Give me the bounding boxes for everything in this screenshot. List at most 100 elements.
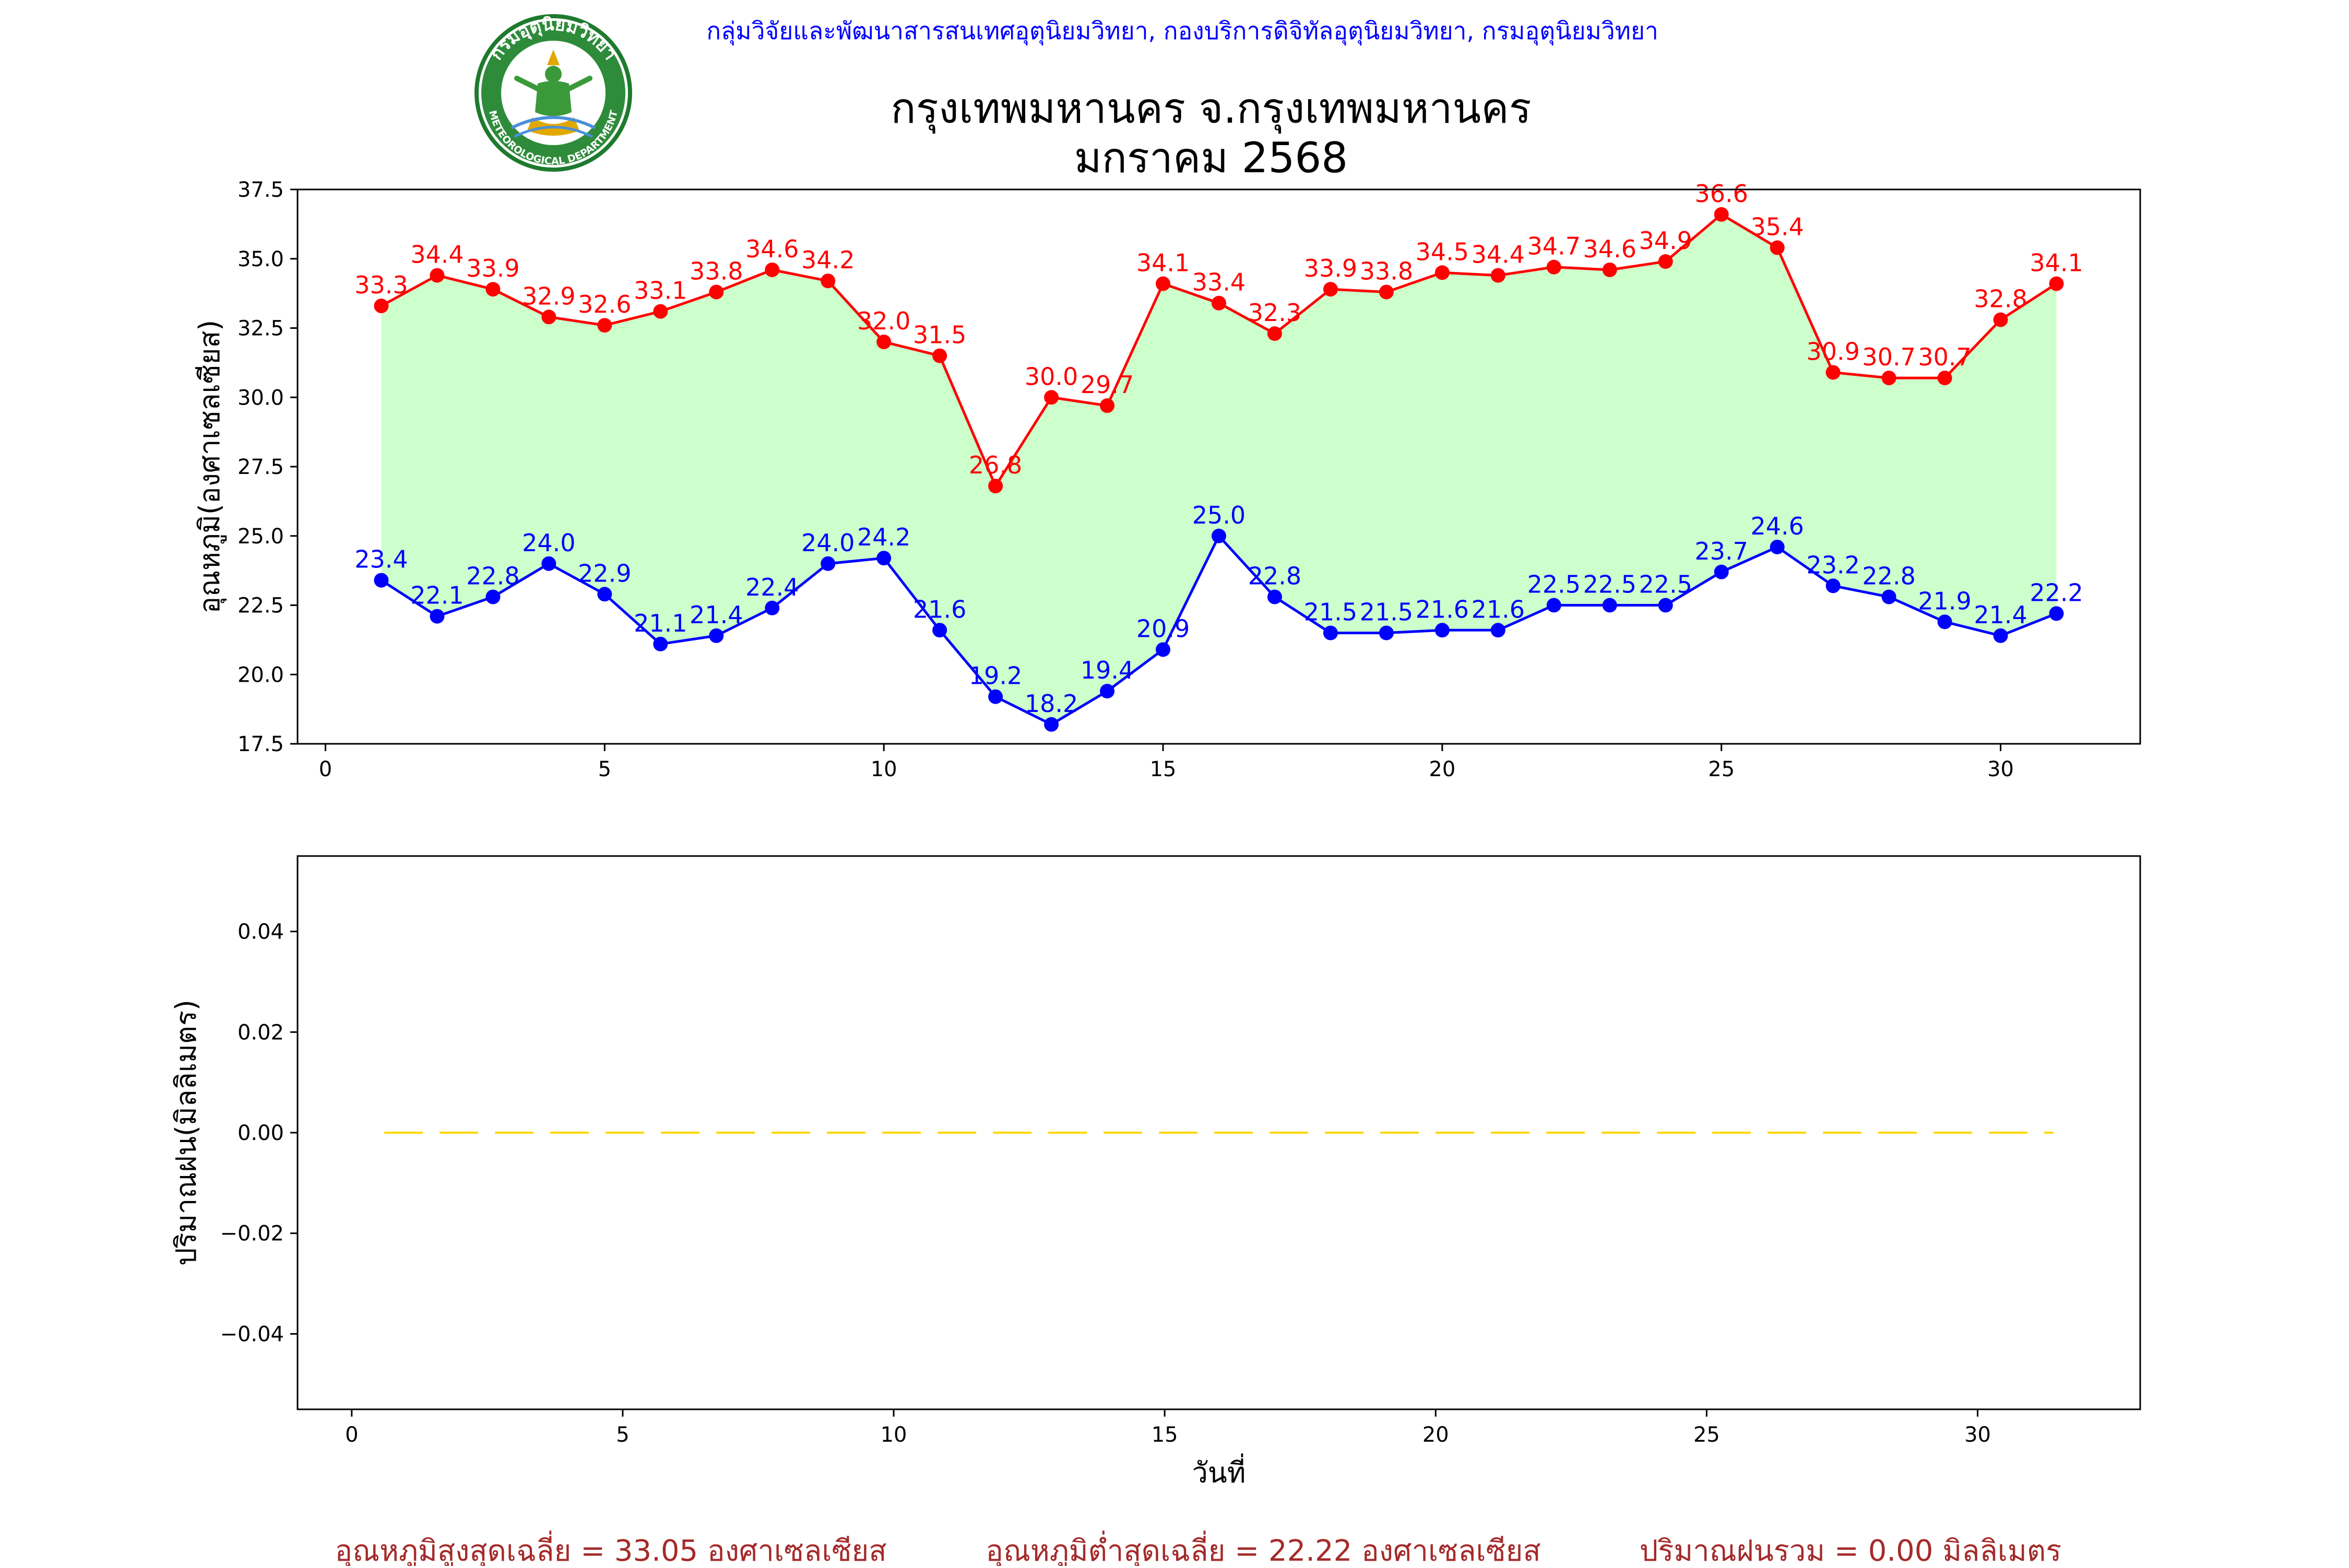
- max-temp-label-19: 33.8: [1360, 257, 1413, 285]
- x-tick-label-10: 10: [881, 1423, 907, 1447]
- x-tick-label-10: 10: [871, 757, 897, 781]
- min-temp-point-24: [1658, 598, 1673, 613]
- max-temp-label-23: 34.6: [1583, 235, 1636, 263]
- max-temp-point-11: [932, 348, 947, 363]
- min-temp-label-8: 22.4: [745, 573, 799, 601]
- max-temp-point-8: [765, 262, 780, 277]
- max-temp-point-1: [374, 299, 389, 314]
- min-temp-label-31: 22.2: [2030, 578, 2083, 607]
- max-temp-point-10: [876, 335, 892, 350]
- rainfall-x-axis-label: วันที่: [1192, 1453, 1246, 1489]
- y-tick-label-3: 0.02: [238, 1020, 284, 1044]
- min-temp-label-9: 24.0: [801, 529, 855, 557]
- min-temp-point-3: [485, 589, 501, 604]
- y-tick-label-0: −0.04: [220, 1322, 284, 1346]
- x-tick-label-25: 25: [1693, 1423, 1720, 1447]
- max-temp-label-26: 35.4: [1750, 213, 1804, 241]
- max-temp-label-8: 34.6: [745, 235, 799, 263]
- max-temp-point-18: [1323, 282, 1338, 297]
- y-tick-label-5: 30.0: [238, 386, 284, 410]
- max-temp-point-27: [1825, 365, 1841, 380]
- max-temp-point-19: [1379, 284, 1394, 300]
- min-temp-label-1: 23.4: [354, 545, 408, 574]
- max-temp-label-22: 34.7: [1527, 232, 1581, 260]
- max-temp-label-12: 26.8: [969, 451, 1022, 479]
- max-temp-label-13: 30.0: [1025, 362, 1078, 390]
- x-tick-label-5: 5: [598, 757, 611, 781]
- min-temp-label-2: 22.1: [410, 581, 464, 610]
- summary-avg-min: อุณหภูมิต่ำสุดเฉลี่ย = 22.22 องศาเซลเซีย…: [986, 1530, 1540, 1566]
- temperature-range-fill: [381, 214, 2057, 724]
- max-temp-point-23: [1602, 262, 1617, 277]
- x-tick-label-30: 30: [1964, 1423, 1991, 1447]
- min-temp-label-15: 20.9: [1136, 614, 1190, 643]
- min-temp-label-16: 25.0: [1192, 501, 1245, 529]
- max-temp-label-14: 29.7: [1081, 371, 1134, 399]
- max-temp-point-12: [988, 479, 1003, 494]
- max-temp-point-28: [1881, 371, 1896, 386]
- max-temp-point-3: [485, 282, 501, 297]
- x-tick-label-15: 15: [1150, 757, 1177, 781]
- min-temp-point-8: [765, 600, 780, 615]
- max-temp-label-17: 32.3: [1248, 299, 1301, 327]
- max-temp-label-20: 34.5: [1416, 237, 1469, 266]
- max-temp-point-9: [821, 274, 836, 289]
- max-temp-label-10: 32.0: [857, 307, 910, 335]
- max-temp-point-7: [709, 284, 724, 300]
- min-temp-label-27: 23.2: [1806, 551, 1859, 579]
- max-temp-point-17: [1267, 326, 1282, 341]
- min-temp-point-15: [1156, 642, 1171, 657]
- min-temp-point-29: [1937, 614, 1952, 629]
- y-tick-label-4: 27.5: [238, 455, 284, 479]
- min-temp-point-4: [541, 556, 556, 571]
- max-temp-label-30: 32.8: [1974, 285, 2027, 313]
- min-temp-point-12: [988, 689, 1003, 704]
- min-temp-label-7: 21.4: [690, 601, 743, 629]
- max-temp-point-6: [653, 304, 668, 319]
- min-temp-label-18: 21.5: [1304, 598, 1357, 626]
- chart-title-line1: กรุงเทพมหานคร จ.กรุงเทพมหานคร: [891, 84, 1531, 134]
- y-tick-label-4: 0.04: [238, 920, 284, 944]
- max-temp-point-2: [430, 268, 445, 283]
- min-temp-point-9: [821, 556, 836, 571]
- min-temp-label-12: 19.2: [969, 662, 1022, 690]
- min-temp-label-29: 21.9: [1918, 587, 1971, 615]
- min-temp-point-10: [876, 551, 892, 566]
- max-temp-point-14: [1100, 398, 1115, 413]
- y-tick-label-2: 22.5: [238, 594, 284, 618]
- y-tick-label-2: 0.00: [238, 1121, 284, 1145]
- min-temp-point-14: [1100, 684, 1115, 699]
- max-temp-label-29: 30.7: [1918, 343, 1971, 371]
- max-temp-label-16: 33.4: [1192, 268, 1245, 296]
- max-temp-label-31: 34.1: [2030, 249, 2083, 277]
- temperature-y-axis-label: อุณหภูมิ(องศาเซลเซียส): [193, 320, 227, 614]
- max-temp-label-6: 33.1: [634, 277, 687, 305]
- max-temp-label-24: 34.9: [1639, 227, 1692, 255]
- min-temp-point-25: [1714, 564, 1729, 579]
- max-temp-label-18: 33.9: [1304, 254, 1357, 282]
- min-temp-label-22: 22.5: [1527, 571, 1581, 599]
- min-temp-point-27: [1825, 578, 1841, 593]
- x-tick-label-5: 5: [616, 1423, 629, 1447]
- min-temp-label-11: 21.6: [913, 595, 966, 623]
- min-temp-label-28: 22.8: [1862, 562, 1915, 590]
- summary-total-rain: ปริมาณฝนรวม = 0.00 มิลลิเมตร: [1640, 1534, 2062, 1566]
- min-temp-point-20: [1434, 623, 1450, 638]
- max-temp-point-21: [1490, 268, 1505, 283]
- min-temp-label-10: 24.2: [857, 523, 910, 551]
- max-temp-point-16: [1212, 295, 1226, 311]
- min-temp-point-1: [374, 573, 389, 588]
- min-temp-point-26: [1770, 539, 1785, 554]
- max-temp-label-9: 34.2: [801, 246, 855, 274]
- min-temp-point-21: [1490, 623, 1505, 638]
- summary-avg-max: อุณหภูมิสูงสุดเฉลี่ย = 33.05 องศาเซลเซีย…: [335, 1530, 886, 1566]
- x-tick-label-0: 0: [345, 1423, 358, 1447]
- min-temp-point-17: [1267, 589, 1282, 604]
- x-tick-label-20: 20: [1429, 757, 1455, 781]
- min-temp-point-2: [430, 609, 445, 624]
- min-temp-point-22: [1546, 598, 1561, 613]
- min-temp-label-3: 22.8: [466, 562, 519, 590]
- x-tick-label-20: 20: [1422, 1423, 1449, 1447]
